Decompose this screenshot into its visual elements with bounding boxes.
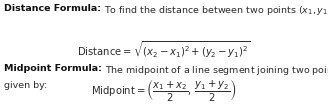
Text: $\mathrm{Midpoint} = \left(\dfrac{x_1+x_2}{2},\,\dfrac{y_1+y_2}{2}\right)$: $\mathrm{Midpoint} = \left(\dfrac{x_1+x_… — [91, 77, 237, 103]
Text: Distance Formula:: Distance Formula: — [4, 4, 101, 13]
Text: $\mathrm{Distance} = \sqrt{(x_2-x_1)^2+(y_2-y_1)^2}$: $\mathrm{Distance} = \sqrt{(x_2-x_1)^2+(… — [77, 40, 251, 60]
Text: Midpoint Formula:: Midpoint Formula: — [4, 64, 102, 74]
Text: The midpoint of a line segment joining two points $(x_1, y_1)$ and $(x_2, y_2)$ : The midpoint of a line segment joining t… — [102, 64, 328, 77]
Text: To find the distance between two points $(x_1, y_1)$ and $(x_2, y_2)$ on the pla: To find the distance between two points … — [101, 4, 328, 17]
Text: given by:: given by: — [4, 81, 47, 90]
